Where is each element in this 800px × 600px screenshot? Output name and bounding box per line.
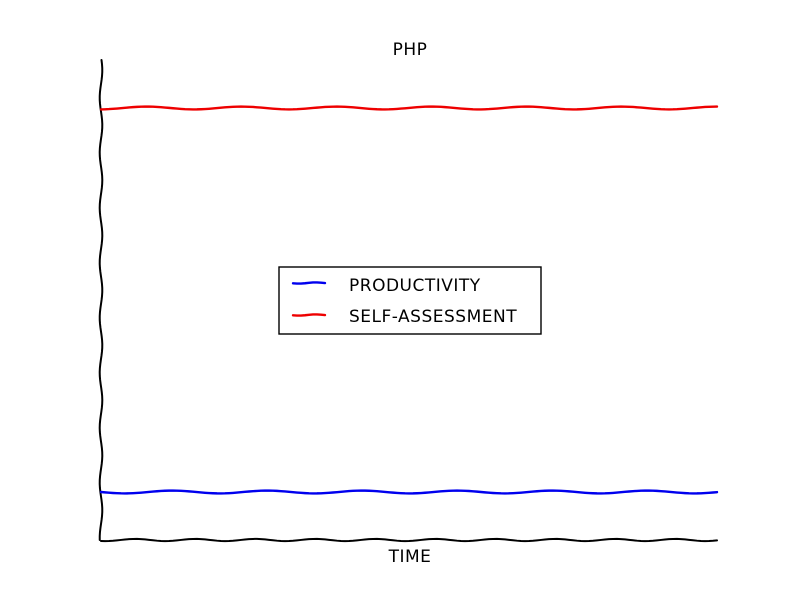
legend-swatch-productivity bbox=[291, 281, 327, 285]
x-axis-label: TIME bbox=[388, 547, 432, 567]
series-layer bbox=[99, 105, 719, 495]
legend-swatch-self-assessment bbox=[291, 313, 327, 317]
chart-title: PHP bbox=[393, 40, 428, 60]
x-axis bbox=[100, 537, 718, 543]
y-axis bbox=[98, 59, 104, 541]
legend-label-self-assessment: SELF-ASSESSMENT bbox=[349, 307, 517, 327]
legend-box bbox=[278, 266, 542, 335]
legend: PRODUCTIVITY SELF-ASSESSMENT bbox=[278, 266, 542, 335]
legend-label-productivity: PRODUCTIVITY bbox=[349, 276, 481, 296]
series-line-productivity bbox=[99, 489, 719, 495]
series-line-self-assessment bbox=[99, 105, 719, 111]
